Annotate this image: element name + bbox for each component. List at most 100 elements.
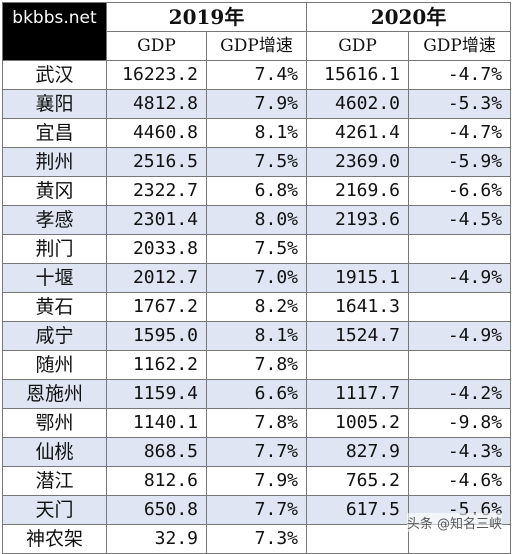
growth-2019-cell: 8.1% bbox=[205, 321, 308, 351]
gdp-2019-cell: 2033.8 bbox=[106, 234, 207, 264]
growth-2019-cell: 7.3% bbox=[205, 524, 308, 554]
gdp-2020-cell: 827.9 bbox=[306, 437, 410, 467]
year-2019-header: 2019年 bbox=[105, 2, 308, 32]
year-header-row: bkbbs.net 2019年 2020年 bbox=[2, 2, 512, 61]
gdp-2019-cell: 868.5 bbox=[106, 437, 207, 467]
gdp-2020-cell bbox=[306, 524, 410, 554]
gdp-2020-cell: 2193.6 bbox=[306, 205, 410, 235]
growth-2020-cell: -9.8% bbox=[408, 408, 512, 438]
author-watermark: 头条 @知名三峡 bbox=[406, 513, 502, 532]
city-cell: 咸宁 bbox=[2, 321, 107, 351]
col-header-growth-2019: GDP增速 bbox=[205, 31, 308, 61]
city-cell: 荆州 bbox=[2, 147, 107, 177]
growth-2019-cell: 8.1% bbox=[205, 118, 308, 148]
gdp-2020-cell bbox=[306, 350, 410, 380]
col-header-growth-2020: GDP增速 bbox=[408, 31, 512, 61]
gdp-2019-cell: 1595.0 bbox=[106, 321, 207, 351]
city-cell: 黄冈 bbox=[2, 176, 107, 206]
growth-2019-cell: 6.6% bbox=[205, 379, 308, 409]
column-header-row: GDP GDP增速 GDP GDP增速 bbox=[3, 31, 512, 61]
growth-2019-cell: 7.0% bbox=[205, 263, 308, 293]
gdp-2020-cell: 4602.0 bbox=[306, 89, 410, 119]
gdp-2020-cell: 2369.0 bbox=[306, 147, 410, 177]
growth-2020-cell: -5.3% bbox=[408, 89, 512, 119]
table-body: 武汉 16223.2 7.4% 15616.1 -4.7% 襄阳 4812.8 7.9% 460… bbox=[2, 60, 512, 554]
growth-2019-cell: 7.4% bbox=[205, 60, 308, 90]
table-row: 仙桃 868.5 7.7% 827.9 -4.3% bbox=[2, 437, 512, 467]
gdp-2020-cell: 1641.3 bbox=[306, 292, 410, 322]
site-watermark-logo: bkbbs.net bbox=[3, 3, 106, 60]
gdp-2019-cell: 2516.5 bbox=[106, 147, 207, 177]
city-cell: 十堰 bbox=[2, 263, 107, 293]
table-row: 黄石 1767.2 8.2% 1641.3 bbox=[2, 292, 512, 322]
gdp-2020-cell: 4261.4 bbox=[306, 118, 410, 148]
city-cell: 武汉 bbox=[2, 60, 107, 90]
growth-2019-cell: 7.5% bbox=[205, 147, 308, 177]
city-cell: 荆门 bbox=[2, 234, 107, 264]
growth-2019-cell: 7.5% bbox=[205, 234, 308, 264]
table-row: 荆州 2516.5 7.5% 2369.0 -5.9% bbox=[2, 147, 512, 177]
table-row: 咸宁 1595.0 8.1% 1524.7 -4.9% bbox=[2, 321, 512, 351]
growth-2019-cell: 7.7% bbox=[205, 495, 308, 525]
gdp-2019-cell: 2012.7 bbox=[106, 263, 207, 293]
col-header-gdp-2020: GDP bbox=[306, 31, 410, 61]
gdp-2019-cell: 1140.1 bbox=[106, 408, 207, 438]
growth-2020-cell: -4.7% bbox=[408, 118, 512, 148]
city-cell: 恩施州 bbox=[2, 379, 107, 409]
city-cell: 潜江 bbox=[2, 466, 107, 496]
gdp-2019-cell: 650.8 bbox=[106, 495, 207, 525]
gdp-2019-cell: 812.6 bbox=[106, 466, 207, 496]
growth-2019-cell: 7.7% bbox=[205, 437, 308, 467]
corner-cell: bkbbs.net bbox=[2, 2, 107, 61]
city-cell: 襄阳 bbox=[2, 89, 107, 119]
city-cell: 神农架 bbox=[2, 524, 107, 554]
year-2020-header: 2020年 bbox=[306, 2, 512, 32]
gdp-2019-cell: 4812.8 bbox=[106, 89, 207, 119]
growth-2020-cell: -4.7% bbox=[408, 60, 512, 90]
gdp-2019-cell: 1162.2 bbox=[106, 350, 207, 380]
table-row: 十堰 2012.7 7.0% 1915.1 -4.9% bbox=[2, 263, 512, 293]
growth-2020-cell bbox=[408, 292, 512, 322]
table-row: 武汉 16223.2 7.4% 15616.1 -4.7% bbox=[2, 60, 512, 90]
table-row: 襄阳 4812.8 7.9% 4602.0 -5.3% bbox=[2, 89, 512, 119]
growth-2020-cell bbox=[408, 234, 512, 264]
gdp-2020-cell: 1524.7 bbox=[306, 321, 410, 351]
growth-2020-cell: -4.6% bbox=[408, 466, 512, 496]
table-row: 天门 650.8 7.7% 617.5 -5.6% bbox=[2, 495, 512, 525]
growth-2020-cell: -4.9% bbox=[408, 321, 512, 351]
growth-2019-cell: 8.0% bbox=[205, 205, 308, 235]
gdp-2020-cell: 15616.1 bbox=[306, 60, 410, 90]
growth-2020-cell: -4.2% bbox=[408, 379, 512, 409]
growth-2019-cell: 6.8% bbox=[205, 176, 308, 206]
growth-2020-cell: -5.9% bbox=[408, 147, 512, 177]
growth-2020-cell: -4.3% bbox=[408, 437, 512, 467]
growth-2020-cell: -4.9% bbox=[408, 263, 512, 293]
table-row: 宜昌 4460.8 8.1% 4261.4 -4.7% bbox=[2, 118, 512, 148]
city-cell: 仙桃 bbox=[2, 437, 107, 467]
table-row: 荆门 2033.8 7.5% bbox=[2, 234, 512, 264]
growth-2019-cell: 7.8% bbox=[205, 350, 308, 380]
growth-2020-cell: -4.5% bbox=[408, 205, 512, 235]
growth-2020-cell bbox=[408, 350, 512, 380]
city-cell: 随州 bbox=[2, 350, 107, 380]
table-row: 潜江 812.6 7.9% 765.2 -4.6% bbox=[2, 466, 512, 496]
gdp-2020-cell: 1005.2 bbox=[306, 408, 410, 438]
gdp-2019-cell: 1767.2 bbox=[106, 292, 207, 322]
gdp-2020-cell: 765.2 bbox=[306, 466, 410, 496]
col-header-gdp-2019: GDP bbox=[106, 31, 207, 61]
city-cell: 宜昌 bbox=[2, 118, 107, 148]
city-cell: 天门 bbox=[2, 495, 107, 525]
gdp-2020-cell bbox=[306, 234, 410, 264]
growth-2019-cell: 7.9% bbox=[205, 466, 308, 496]
gdp-2019-cell: 2301.4 bbox=[106, 205, 207, 235]
table-row: 黄冈 2322.7 6.8% 2169.6 -6.6% bbox=[2, 176, 512, 206]
gdp-2020-cell: 617.5 bbox=[306, 495, 410, 525]
city-cell: 鄂州 bbox=[2, 408, 107, 438]
growth-2019-cell: 7.9% bbox=[205, 89, 308, 119]
city-cell: 黄石 bbox=[2, 292, 107, 322]
growth-2019-cell: 7.8% bbox=[205, 408, 308, 438]
table-row: 随州 1162.2 7.8% bbox=[2, 350, 512, 380]
gdp-2019-cell: 4460.8 bbox=[106, 118, 207, 148]
gdp-2019-cell: 32.9 bbox=[106, 524, 207, 554]
